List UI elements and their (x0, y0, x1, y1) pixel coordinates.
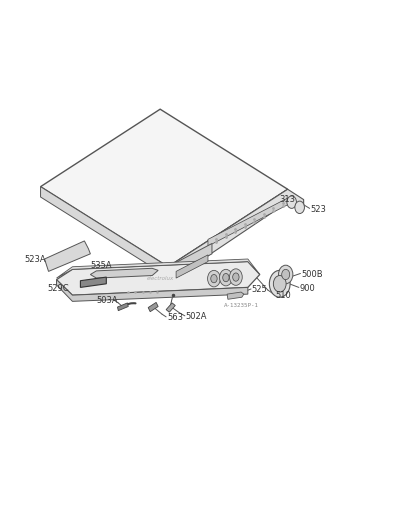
Polygon shape (56, 280, 248, 301)
Polygon shape (166, 303, 175, 312)
Circle shape (282, 269, 290, 280)
Circle shape (233, 273, 239, 281)
Text: 523A: 523A (25, 254, 46, 264)
Polygon shape (148, 303, 158, 312)
Polygon shape (208, 198, 288, 246)
Text: 525: 525 (252, 285, 268, 295)
Text: 563: 563 (167, 313, 183, 322)
Circle shape (211, 275, 217, 283)
Circle shape (208, 270, 220, 287)
Circle shape (230, 269, 242, 285)
Polygon shape (168, 189, 304, 287)
Polygon shape (80, 277, 106, 287)
Text: 502A: 502A (186, 312, 207, 321)
Text: 313: 313 (279, 195, 295, 204)
Text: electrolux: electrolux (146, 276, 174, 281)
Text: A-13235P-1: A-13235P-1 (224, 303, 259, 308)
Text: 510: 510 (275, 291, 291, 299)
Circle shape (220, 269, 232, 286)
Polygon shape (118, 303, 128, 311)
Text: 900: 900 (300, 284, 316, 293)
Text: 535A: 535A (90, 261, 112, 270)
Circle shape (223, 274, 229, 282)
Text: 523: 523 (311, 205, 327, 214)
Text: 500B: 500B (301, 270, 323, 279)
Polygon shape (56, 259, 260, 278)
Polygon shape (168, 189, 288, 277)
Polygon shape (44, 241, 90, 271)
Polygon shape (176, 255, 208, 278)
Text: 503A: 503A (96, 296, 118, 305)
Circle shape (295, 201, 304, 213)
Circle shape (278, 265, 293, 284)
Circle shape (273, 276, 286, 292)
Polygon shape (40, 186, 168, 277)
Polygon shape (56, 262, 260, 295)
Polygon shape (90, 268, 158, 278)
Polygon shape (227, 292, 244, 299)
Polygon shape (168, 243, 212, 277)
Circle shape (287, 196, 296, 208)
Circle shape (269, 270, 290, 297)
Polygon shape (40, 109, 288, 267)
Text: 529C: 529C (48, 284, 69, 293)
